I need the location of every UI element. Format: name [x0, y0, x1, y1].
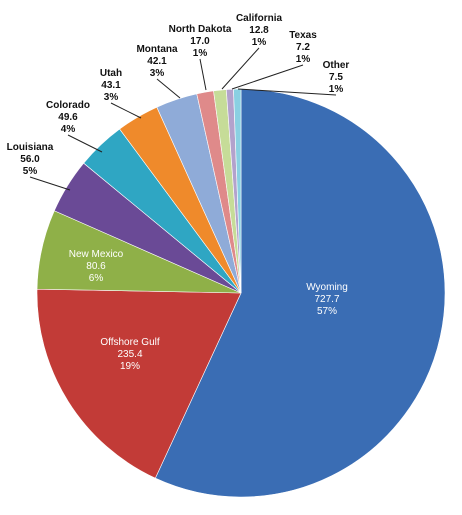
- slice-percent-colorado: 4%: [61, 124, 76, 135]
- slice-percent-montana: 3%: [150, 68, 165, 79]
- slice-percent-wyoming: 57%: [317, 306, 337, 317]
- slice-value-colorado: 49.6: [58, 112, 78, 123]
- pie-slices: [36, 88, 446, 498]
- slice-value-texas: 7.2: [296, 42, 310, 53]
- slice-value-other: 7.5: [329, 72, 343, 83]
- slice-label-other: Other: [323, 60, 350, 71]
- slice-label-new-mexico: New Mexico: [69, 249, 124, 260]
- slice-label-utah: Utah: [100, 68, 122, 79]
- slice-value-montana: 42.1: [147, 56, 167, 67]
- slice-label-california: California: [236, 13, 283, 24]
- slice-percent-texas: 1%: [296, 54, 311, 65]
- leader-line-texas: [231, 64, 304, 90]
- slice-percent-new-mexico: 6%: [89, 273, 104, 284]
- slice-percent-other: 1%: [329, 84, 344, 95]
- slice-percent-north-dakota: 1%: [193, 48, 208, 59]
- slice-label-texas: Texas: [289, 30, 317, 41]
- leader-line-other: [237, 88, 337, 96]
- slice-label-louisiana: Louisiana: [7, 142, 54, 153]
- slice-value-new-mexico: 80.6: [86, 261, 106, 272]
- slice-percent-utah: 3%: [104, 92, 119, 103]
- slice-value-utah: 43.1: [101, 80, 121, 91]
- slice-label-offshore-gulf: Offshore Gulf: [100, 337, 160, 348]
- slice-value-offshore-gulf: 235.4: [117, 349, 142, 360]
- slice-label-north-dakota: North Dakota: [169, 24, 232, 35]
- pie-slice-wyoming: [154, 88, 446, 498]
- slice-label-wyoming: Wyoming: [306, 282, 348, 293]
- slice-label-montana: Montana: [136, 44, 178, 55]
- leader-line-north-dakota: [199, 58, 207, 91]
- slice-value-louisiana: 56.0: [20, 154, 40, 165]
- slice-value-north-dakota: 17.0: [190, 36, 210, 47]
- leader-line-montana: [156, 78, 181, 99]
- leader-line-utah: [110, 102, 142, 119]
- slice-percent-louisiana: 5%: [23, 166, 38, 177]
- slice-label-colorado: Colorado: [46, 100, 90, 111]
- slice-value-wyoming: 727.7: [314, 294, 339, 305]
- slice-percent-california: 1%: [252, 37, 267, 48]
- leader-line-louisiana: [29, 176, 71, 191]
- pie-slice-offshore-gulf: [36, 288, 242, 479]
- slice-percent-offshore-gulf: 19%: [120, 361, 140, 372]
- leader-line-colorado: [67, 134, 103, 153]
- slice-value-california: 12.8: [249, 25, 269, 36]
- leader-line-california: [221, 47, 260, 90]
